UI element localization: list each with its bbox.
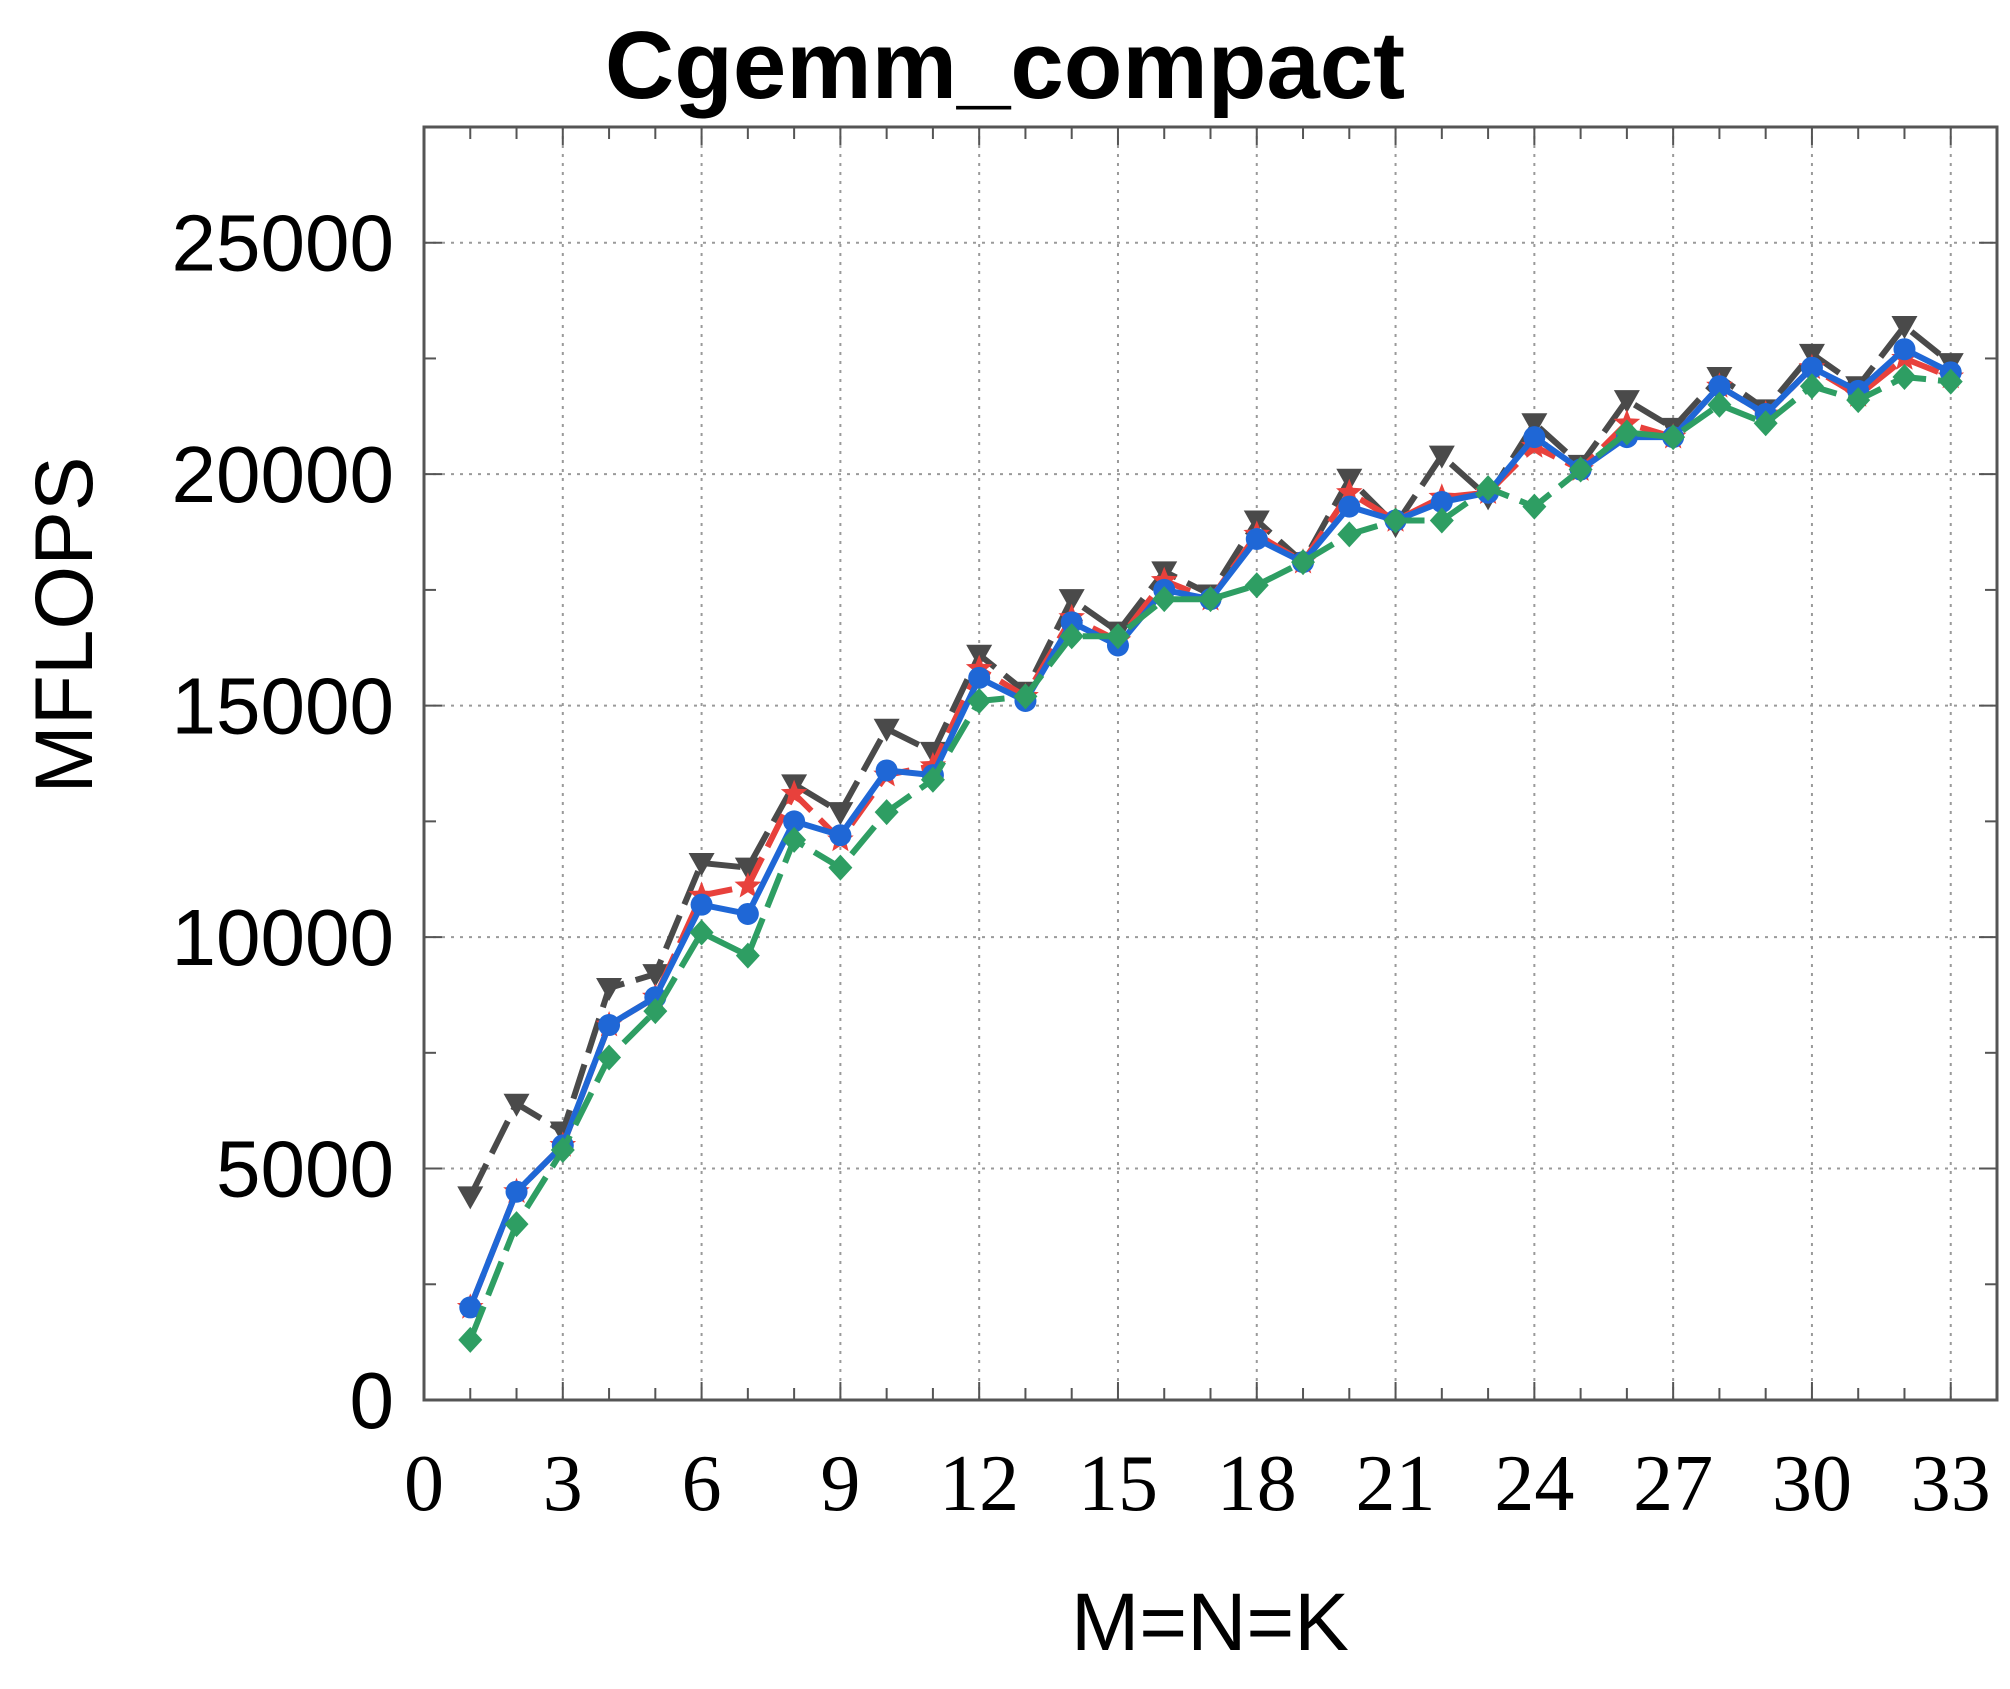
data-point (1892, 363, 1917, 390)
data-point (782, 826, 807, 853)
plot-background (424, 127, 1997, 1400)
x-tick-label: 6 (682, 1440, 722, 1528)
data-point (1523, 426, 1546, 449)
data-point (690, 893, 713, 916)
data-point (503, 1093, 530, 1117)
y-tick-label: 20000 (172, 430, 394, 519)
x-tick-label: 24 (1494, 1440, 1574, 1528)
x-tick-label: 30 (1772, 1440, 1852, 1528)
data-point (920, 766, 945, 793)
x-axis-label: M=N=K (1071, 1577, 1349, 1668)
data-point (643, 998, 668, 1025)
data-point (1800, 356, 1823, 379)
data-point (688, 853, 715, 877)
data-point (1521, 413, 1548, 437)
data-point (875, 759, 898, 782)
x-tick-label: 12 (939, 1440, 1019, 1528)
data-point (874, 799, 899, 826)
x-tick-labels: 0 3 6 9 12 15 18 21 24 27 30 33 (404, 1440, 1991, 1528)
data-point (873, 718, 900, 742)
data-point (1522, 493, 1547, 520)
data-point (1661, 424, 1686, 451)
data-point (1476, 475, 1501, 502)
data-point (1753, 410, 1778, 437)
data-point (550, 1137, 575, 1164)
data-point (968, 666, 991, 689)
data-point (1337, 521, 1362, 548)
data-point (1245, 527, 1268, 550)
data-point (1013, 683, 1038, 710)
plot-area (422, 125, 1999, 1402)
data-point (504, 1211, 529, 1238)
data-point (829, 824, 852, 847)
data-point (1291, 549, 1316, 576)
data-point (1105, 623, 1130, 650)
data-point (457, 1186, 484, 1210)
series-line (467, 374, 1951, 1341)
data-point (505, 1180, 528, 1203)
y-tick-label: 25000 (172, 199, 394, 288)
data-point (734, 857, 761, 881)
data-point (1430, 490, 1453, 513)
data-point (1060, 611, 1083, 634)
data-point (1244, 572, 1269, 599)
minor-ticks (423, 127, 1997, 1401)
data-point (780, 779, 808, 805)
data-point (828, 854, 853, 881)
data-point (1891, 316, 1918, 340)
y-axis-label: MFLOPS (19, 456, 110, 793)
plot-frame (422, 125, 1999, 1402)
data-point (689, 919, 714, 946)
data-point (1429, 507, 1454, 534)
y-tick-label: 5000 (216, 1125, 394, 1214)
x-tick-label: 15 (1078, 1440, 1158, 1528)
series-3 (458, 363, 1963, 1353)
y-tick-label: 10000 (172, 893, 394, 982)
data-point (458, 1326, 483, 1353)
data-point (1336, 478, 1363, 504)
data-point (1428, 445, 1455, 469)
series-layer (456, 316, 1965, 1353)
data-point (1198, 586, 1223, 613)
data-point (734, 872, 762, 898)
x-tick-label: 33 (1911, 1440, 1991, 1528)
data-point (1938, 368, 1963, 395)
y-tick-label: 15000 (172, 662, 394, 751)
data-point (735, 942, 760, 969)
data-point (1568, 456, 1593, 483)
data-point (459, 1296, 482, 1319)
x-tick-label: 9 (820, 1440, 860, 1528)
data-point (1846, 387, 1871, 414)
data-point (1613, 390, 1640, 414)
data-point (1338, 495, 1361, 518)
data-point (967, 688, 992, 715)
data-point (1799, 373, 1824, 400)
data-point (1059, 623, 1084, 650)
data-point (827, 802, 854, 826)
data-point (1893, 338, 1916, 361)
data-point (596, 978, 623, 1002)
data-point (736, 902, 759, 925)
y-tick-label: 0 (350, 1356, 395, 1445)
chart-title: Cgemm_compact (605, 12, 1405, 119)
data-point (783, 810, 806, 833)
data-point (1614, 419, 1639, 446)
data-point (597, 1044, 622, 1071)
data-point (1707, 391, 1732, 418)
data-point (642, 964, 669, 988)
data-point (1152, 586, 1177, 613)
x-tick-label: 27 (1633, 1440, 1713, 1528)
x-tick-label: 3 (543, 1440, 583, 1528)
x-tick-label: 18 (1217, 1440, 1297, 1528)
data-point (1058, 589, 1085, 613)
data-point (1383, 507, 1408, 534)
data-point (1708, 375, 1731, 398)
y-tick-labels: 0 5000 10000 15000 20000 25000 (172, 199, 394, 1445)
data-point (598, 1014, 621, 1037)
x-tick-label: 21 (1356, 1440, 1436, 1528)
x-tick-label: 0 (404, 1440, 444, 1528)
